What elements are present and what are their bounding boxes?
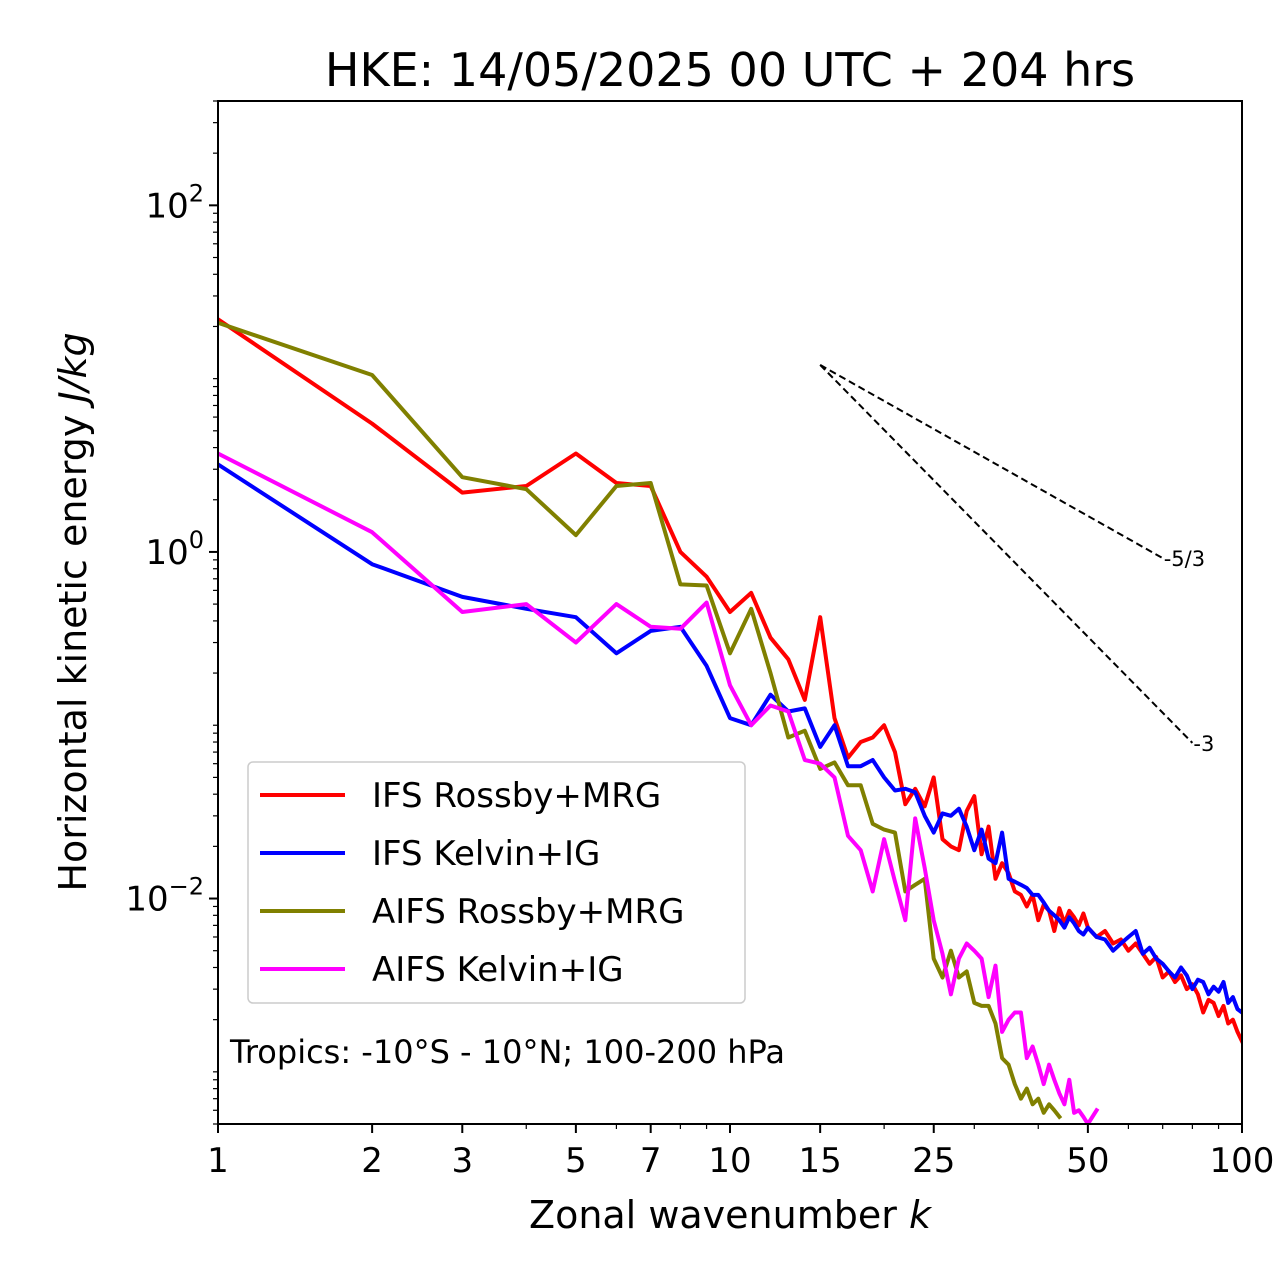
y-axis-label: Horizontal kinetic energy J/kg — [51, 332, 95, 891]
x-axis-label: Zonal wavenumber k — [529, 1193, 933, 1237]
x-tick-label: 7 — [640, 1141, 662, 1181]
reference-slopes: -5/3 -3 — [819, 364, 1214, 756]
y-tick-label: 100 — [145, 526, 204, 573]
x-tick-label: 1 — [207, 1141, 229, 1181]
x-axis-label-var: k — [909, 1193, 933, 1237]
chart-title: HKE: 14/05/2025 00 UTC + 204 hrs — [325, 43, 1135, 97]
x-tick-label: 25 — [912, 1141, 955, 1181]
series-layer — [218, 316, 1242, 1124]
y-tick-label: 102 — [145, 179, 204, 226]
y-axis-label-unit: J/kg — [51, 332, 95, 409]
legend-label-3: AIFS Kelvin+IG — [372, 950, 624, 990]
legend-label-2: AIFS Rossby+MRG — [372, 892, 684, 932]
x-tick-label: 3 — [451, 1141, 473, 1181]
legend-label-1: IFS Kelvin+IG — [372, 834, 600, 874]
reference-line-label-0: -5/3 — [1164, 547, 1205, 571]
y-axis-ticks: 10−2 100 102 — [125, 100, 218, 1125]
x-tick-label: 10 — [708, 1141, 751, 1181]
x-axis-label-text: Zonal wavenumber — [529, 1193, 909, 1237]
x-axis-ticks: 1 2 3 5 7 10 15 25 50 100 — [207, 1124, 1274, 1181]
reference-line-0 — [819, 364, 1164, 560]
x-tick-label: 5 — [565, 1141, 587, 1181]
legend: IFS Rossby+MRG IFS Kelvin+IG AIFS Rossby+M… — [247, 761, 746, 1004]
x-tick-label: 2 — [361, 1141, 383, 1181]
legend-label-0: IFS Rossby+MRG — [372, 776, 661, 816]
reference-line-1 — [819, 364, 1194, 744]
x-tick-label: 15 — [799, 1141, 842, 1181]
x-tick-label: 100 — [1210, 1141, 1275, 1181]
y-tick-label: 10−2 — [125, 873, 204, 920]
series-line-3 — [218, 451, 1100, 1124]
region-annotation: Tropics: -10°S - 10°N; 100-200 hPa — [229, 1033, 785, 1071]
legend-box — [247, 761, 746, 1004]
series-line-0 — [218, 316, 1242, 1044]
y-axis-label-text: Horizontal kinetic energy — [51, 403, 95, 892]
reference-line-label-1: -3 — [1193, 732, 1214, 756]
series-line-1 — [218, 462, 1242, 1016]
x-tick-label: 50 — [1066, 1141, 1109, 1181]
